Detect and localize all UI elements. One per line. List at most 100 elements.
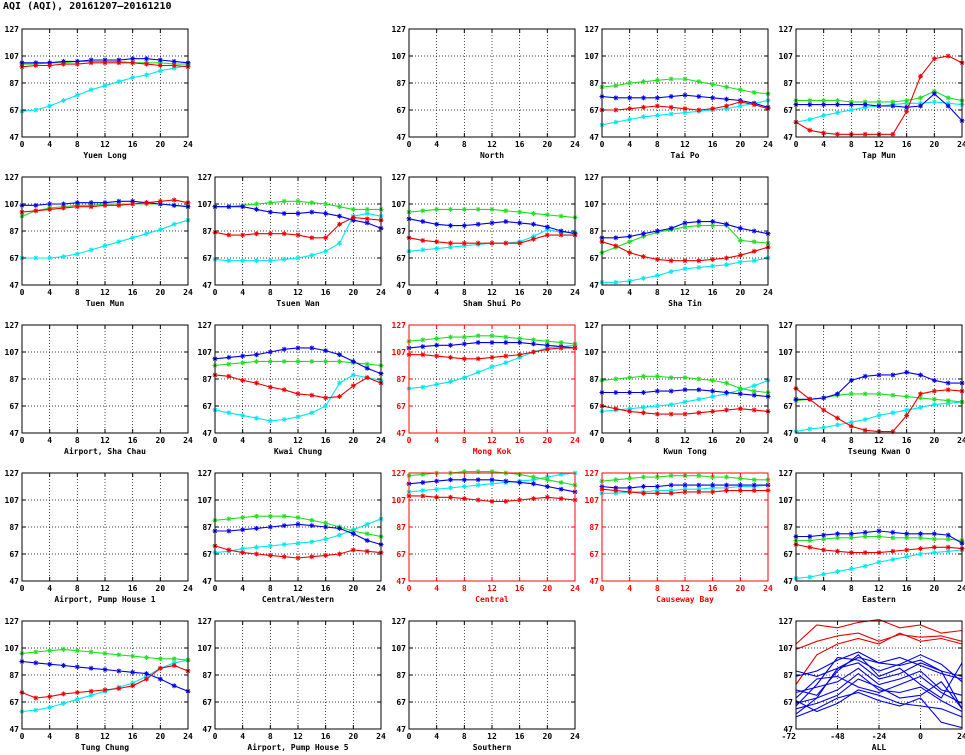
data-point	[668, 490, 674, 496]
data-point	[807, 116, 813, 122]
y-tick-label: 67	[783, 550, 793, 559]
data-point	[47, 648, 53, 654]
data-point	[171, 663, 177, 669]
data-point	[144, 61, 149, 67]
data-point	[88, 247, 94, 253]
data-point	[613, 279, 619, 285]
data-point	[309, 200, 315, 206]
x-tick-label: 12	[680, 436, 690, 445]
data-point	[544, 346, 550, 352]
data-point	[890, 410, 896, 416]
x-tick-label: 20	[930, 140, 940, 149]
data-point	[240, 360, 246, 366]
x-tick-label: 24	[183, 732, 193, 741]
x-tick-label: 20	[156, 584, 166, 593]
x-tick-label: 16	[128, 288, 138, 297]
y-tick-label: 107	[392, 200, 407, 209]
data-point	[835, 131, 840, 137]
x-tick-label: 12	[487, 732, 497, 741]
data-point	[668, 76, 674, 82]
data-point	[420, 493, 426, 499]
data-point	[682, 489, 688, 495]
data-point	[641, 114, 646, 120]
x-tick-label: 4	[240, 732, 245, 741]
data-point	[862, 373, 868, 379]
data-point	[116, 668, 122, 674]
data-point	[102, 687, 108, 693]
y-tick-label: 127	[585, 25, 600, 34]
data-point	[682, 387, 688, 393]
data-point	[130, 669, 136, 675]
data-point	[668, 402, 674, 408]
y-tick-label: 107	[392, 52, 407, 61]
data-point	[350, 531, 356, 537]
data-point	[710, 219, 716, 225]
data-point	[364, 521, 370, 527]
data-point	[364, 206, 370, 212]
data-point	[74, 696, 80, 702]
x-tick-label: 4	[434, 584, 439, 593]
data-point	[489, 481, 495, 487]
data-point	[171, 65, 177, 71]
data-point	[309, 517, 315, 523]
data-point	[862, 417, 868, 422]
x-tick-label: 20	[930, 436, 940, 445]
data-point	[821, 395, 827, 401]
data-point	[654, 388, 660, 394]
data-point	[876, 99, 882, 105]
x-tick-label: 0	[20, 732, 25, 741]
data-point	[461, 341, 467, 347]
data-point	[461, 469, 467, 475]
data-point	[254, 231, 259, 237]
data-point	[696, 396, 702, 402]
x-tick-label: 0	[20, 288, 25, 297]
data-point	[295, 555, 301, 561]
data-point	[364, 216, 370, 222]
data-point	[461, 223, 467, 229]
data-point	[668, 111, 674, 117]
data-point	[724, 485, 729, 491]
data-point	[420, 337, 426, 343]
data-point	[835, 569, 840, 575]
page-title: AQI (AQI), 20161207–20161210	[3, 1, 172, 12]
panel-airport-pump-house-1: 47 67 87 107 127 0 4 8 12 16 20 24 Airport, Pump Hou…	[5, 469, 193, 604]
data-point	[489, 220, 495, 226]
data-point	[613, 477, 619, 483]
y-tick-label: 87	[589, 79, 599, 88]
data-point	[448, 342, 453, 348]
data-point	[434, 353, 440, 359]
y-tick-label: 47	[589, 133, 599, 142]
data-point	[945, 103, 951, 109]
data-point	[710, 263, 716, 269]
x-tick-label: -72	[782, 732, 797, 741]
panel-tseung-kwan-o: 47 67 87 107 127 0 4 8 12 16 20 24 Tseung Kwan O	[779, 321, 965, 456]
data-point	[654, 112, 660, 118]
data-point	[904, 100, 910, 106]
data-point	[171, 221, 177, 227]
x-tick-label: 4	[627, 288, 632, 297]
x-tick-label: 20	[736, 436, 746, 445]
data-point	[751, 228, 757, 234]
panel-title: Eastern	[862, 595, 896, 604]
data-point	[157, 665, 163, 671]
data-point	[337, 394, 342, 400]
y-tick-label: 87	[396, 375, 406, 384]
data-point	[281, 198, 287, 204]
data-point	[337, 532, 342, 538]
y-tick-label: 47	[783, 133, 793, 142]
data-point	[696, 482, 702, 488]
x-tick-label: 4	[240, 584, 245, 593]
data-point	[144, 676, 149, 682]
data-point	[544, 227, 550, 233]
x-tick-label: 24	[957, 584, 965, 593]
data-point	[696, 473, 702, 479]
y-tick-label: 47	[589, 281, 599, 290]
data-point	[821, 536, 827, 542]
y-tick-label: 107	[392, 348, 407, 357]
data-point	[945, 95, 951, 101]
x-tick-label: 12	[293, 436, 303, 445]
data-point	[558, 213, 564, 219]
data-point	[531, 221, 536, 227]
data-point	[434, 381, 440, 387]
data-point	[420, 471, 426, 477]
